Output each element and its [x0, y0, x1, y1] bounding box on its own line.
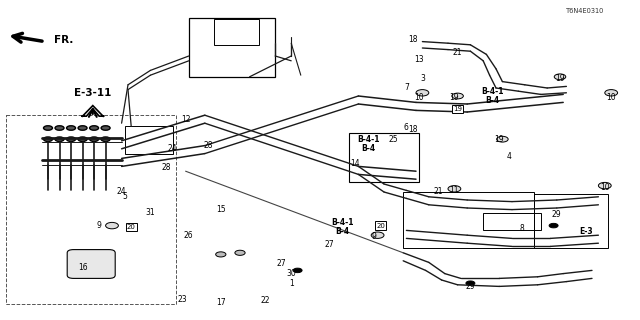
Circle shape [90, 126, 99, 130]
Text: 5: 5 [122, 192, 127, 201]
Text: 16: 16 [78, 263, 88, 272]
Text: 19: 19 [449, 93, 460, 102]
Bar [483, 213, 541, 230]
Text: 14: 14 [350, 159, 360, 168]
Bar [403, 192, 534, 248]
Text: 12: 12 [181, 116, 190, 124]
Text: 27: 27 [276, 260, 287, 268]
Text: B-4: B-4 [361, 144, 375, 153]
Circle shape [235, 250, 245, 255]
Circle shape [549, 223, 558, 228]
Text: 19: 19 [494, 135, 504, 144]
Bar [6, 115, 176, 304]
Circle shape [55, 137, 64, 141]
Circle shape [216, 252, 226, 257]
Circle shape [90, 137, 99, 141]
Circle shape [371, 232, 384, 238]
Text: 20: 20 [376, 223, 385, 228]
Text: 29: 29 [465, 282, 476, 291]
Circle shape [44, 126, 52, 130]
Bar [214, 19, 259, 45]
Text: 15: 15 [216, 205, 226, 214]
Text: B-4-1: B-4-1 [356, 135, 380, 144]
Text: 21: 21 [434, 188, 443, 196]
Text: 25: 25 [388, 135, 399, 144]
Text: 10: 10 [600, 183, 610, 192]
Text: B-4-1: B-4-1 [331, 218, 354, 227]
Text: 18: 18 [408, 125, 417, 134]
Circle shape [106, 222, 118, 229]
Bar [125, 126, 173, 154]
Text: 9: 9 [97, 221, 102, 230]
FancyBboxPatch shape [67, 250, 115, 278]
Circle shape [554, 74, 566, 80]
Circle shape [67, 126, 76, 130]
Text: E-3-11: E-3-11 [74, 88, 111, 98]
Circle shape [44, 137, 52, 141]
Circle shape [598, 182, 611, 189]
Circle shape [416, 90, 429, 96]
Bar [189, 18, 275, 77]
Circle shape [55, 126, 64, 130]
Text: 23: 23 [177, 295, 188, 304]
Circle shape [452, 93, 463, 99]
Text: 4: 4 [506, 152, 511, 161]
Text: 20: 20 [127, 224, 136, 230]
Text: 9: 9 [372, 232, 377, 241]
Text: 18: 18 [408, 36, 417, 44]
Text: 8: 8 [519, 224, 524, 233]
Text: 30: 30 [286, 269, 296, 278]
Text: 7: 7 [404, 84, 409, 92]
Text: 3: 3 [420, 74, 425, 83]
Bar [534, 194, 608, 248]
Polygon shape [82, 106, 104, 117]
Text: FR.: FR. [54, 35, 74, 45]
Text: 28: 28 [162, 164, 171, 172]
Text: 26: 26 [184, 231, 194, 240]
Text: B-4-1: B-4-1 [481, 87, 504, 96]
Text: 10: 10 [606, 93, 616, 102]
Text: 19: 19 [453, 106, 462, 112]
Text: 28: 28 [204, 141, 212, 150]
Text: E-3: E-3 [579, 228, 593, 236]
Text: 17: 17 [216, 298, 226, 307]
Circle shape [448, 186, 461, 192]
Text: T6N4E0310: T6N4E0310 [566, 8, 605, 14]
Text: 1: 1 [289, 279, 294, 288]
Circle shape [101, 137, 110, 141]
Text: B-4: B-4 [335, 228, 349, 236]
Text: 19: 19 [555, 74, 565, 83]
Circle shape [466, 281, 475, 285]
Text: 24: 24 [168, 144, 178, 153]
Circle shape [78, 126, 87, 130]
Circle shape [67, 137, 76, 141]
Circle shape [78, 137, 87, 141]
Bar [349, 133, 419, 182]
Circle shape [497, 136, 508, 142]
Circle shape [101, 126, 110, 130]
Text: 13: 13 [414, 55, 424, 64]
Text: 10: 10 [414, 93, 424, 102]
Circle shape [605, 90, 618, 96]
Text: 29: 29 [552, 210, 562, 219]
Text: 6: 6 [404, 124, 409, 132]
Text: 11: 11 [450, 186, 459, 195]
Circle shape [293, 268, 302, 273]
Text: 21: 21 [453, 48, 462, 57]
Text: 22: 22 [261, 296, 270, 305]
Text: B-4: B-4 [486, 96, 500, 105]
Text: 27: 27 [324, 240, 335, 249]
Text: 24: 24 [116, 188, 127, 196]
Text: 31: 31 [145, 208, 156, 217]
